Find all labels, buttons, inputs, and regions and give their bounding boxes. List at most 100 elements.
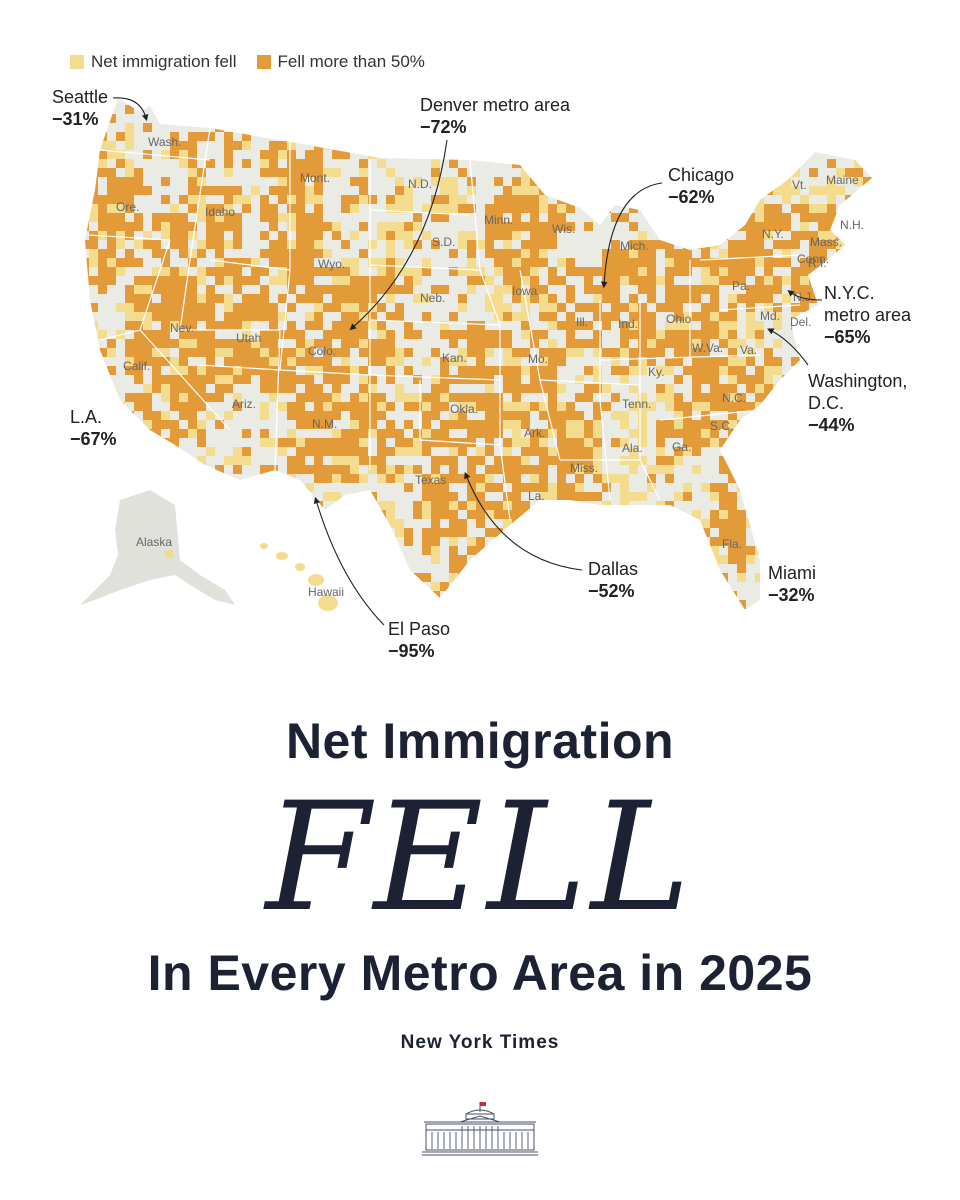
county-cell [179,339,188,348]
county-cell [467,429,476,438]
county-cell [143,285,152,294]
county-cell [179,276,188,285]
county-cell [719,393,728,402]
county-cell [521,465,530,474]
county-cell [674,339,683,348]
county-cell [296,456,305,465]
county-cell [872,195,881,204]
county-cell [539,303,548,312]
county-cell [98,267,107,276]
county-cell [467,474,476,483]
state-label: Maine [826,173,859,187]
county-cell [224,384,233,393]
county-cell [341,132,350,141]
state-label: Vt. [792,178,807,192]
county-cell [539,447,548,456]
county-cell [602,537,611,546]
state-label: Iowa [512,284,538,298]
county-cell [134,98,143,105]
county-cell [377,285,386,294]
county-cell [206,186,215,195]
county-cell [269,339,278,348]
county-cell [296,195,305,204]
county-cell [305,312,314,321]
county-cell [575,465,584,474]
county-cell [728,555,737,564]
county-cell [98,501,107,510]
county-cell [872,96,881,105]
county-cell [134,168,143,177]
county-cell [359,564,368,573]
county-cell [287,357,296,366]
county-cell [197,555,206,564]
county-cell [215,123,224,132]
county-cell [530,141,539,150]
county-cell [647,132,656,141]
county-cell [287,573,296,582]
county-cell [683,420,692,429]
county-cell [467,465,476,474]
county-cell [215,276,224,285]
county-cell [512,528,521,537]
county-cell [593,411,602,420]
county-cell [233,456,242,465]
county-cell [773,402,782,411]
county-cell [737,222,746,231]
county-cell [809,98,818,105]
county-cell [710,321,719,330]
county-cell [683,330,692,339]
county-cell [530,204,539,213]
county-cell [296,591,305,600]
county-cell [386,294,395,303]
county-cell [791,204,800,213]
county-cell [89,321,98,330]
county-cell [530,276,539,285]
county-cell [323,222,332,231]
county-cell [728,312,737,321]
county-cell [737,546,746,555]
county-cell [728,303,737,312]
county-cell [143,276,152,285]
county-cell [476,456,485,465]
county-cell [575,98,584,105]
county-cell [476,546,485,555]
county-cell [503,546,512,555]
county-cell [359,168,368,177]
white-house-icon [422,1102,538,1156]
county-cell [521,582,530,591]
county-cell [233,492,242,501]
county-cell [161,456,170,465]
county-cell [233,303,242,312]
county-cell [575,267,584,276]
county-cell [431,528,440,537]
county-cell [449,510,458,519]
county-cell [449,465,458,474]
county-cell [548,600,557,609]
county-cell [701,240,710,249]
county-cell [422,312,431,321]
county-cell [638,582,647,591]
county-cell [224,195,233,204]
county-cell [269,348,278,357]
county-cell [179,141,188,150]
county-cell [638,456,647,465]
county-cell [188,402,197,411]
county-cell [305,267,314,276]
county-cell [125,366,134,375]
county-cell [521,348,530,357]
county-cell [647,258,656,267]
county-cell [449,564,458,573]
county-cell [188,609,197,610]
county-cell [368,348,377,357]
county-cell [710,267,719,276]
county-cell [512,231,521,240]
county-cell [755,258,764,267]
county-cell [665,213,674,222]
county-cell [584,465,593,474]
county-cell [287,267,296,276]
county-cell [872,204,881,213]
county-cell [710,375,719,384]
county-cell [530,537,539,546]
county-cell [494,258,503,267]
county-cell [395,123,404,132]
